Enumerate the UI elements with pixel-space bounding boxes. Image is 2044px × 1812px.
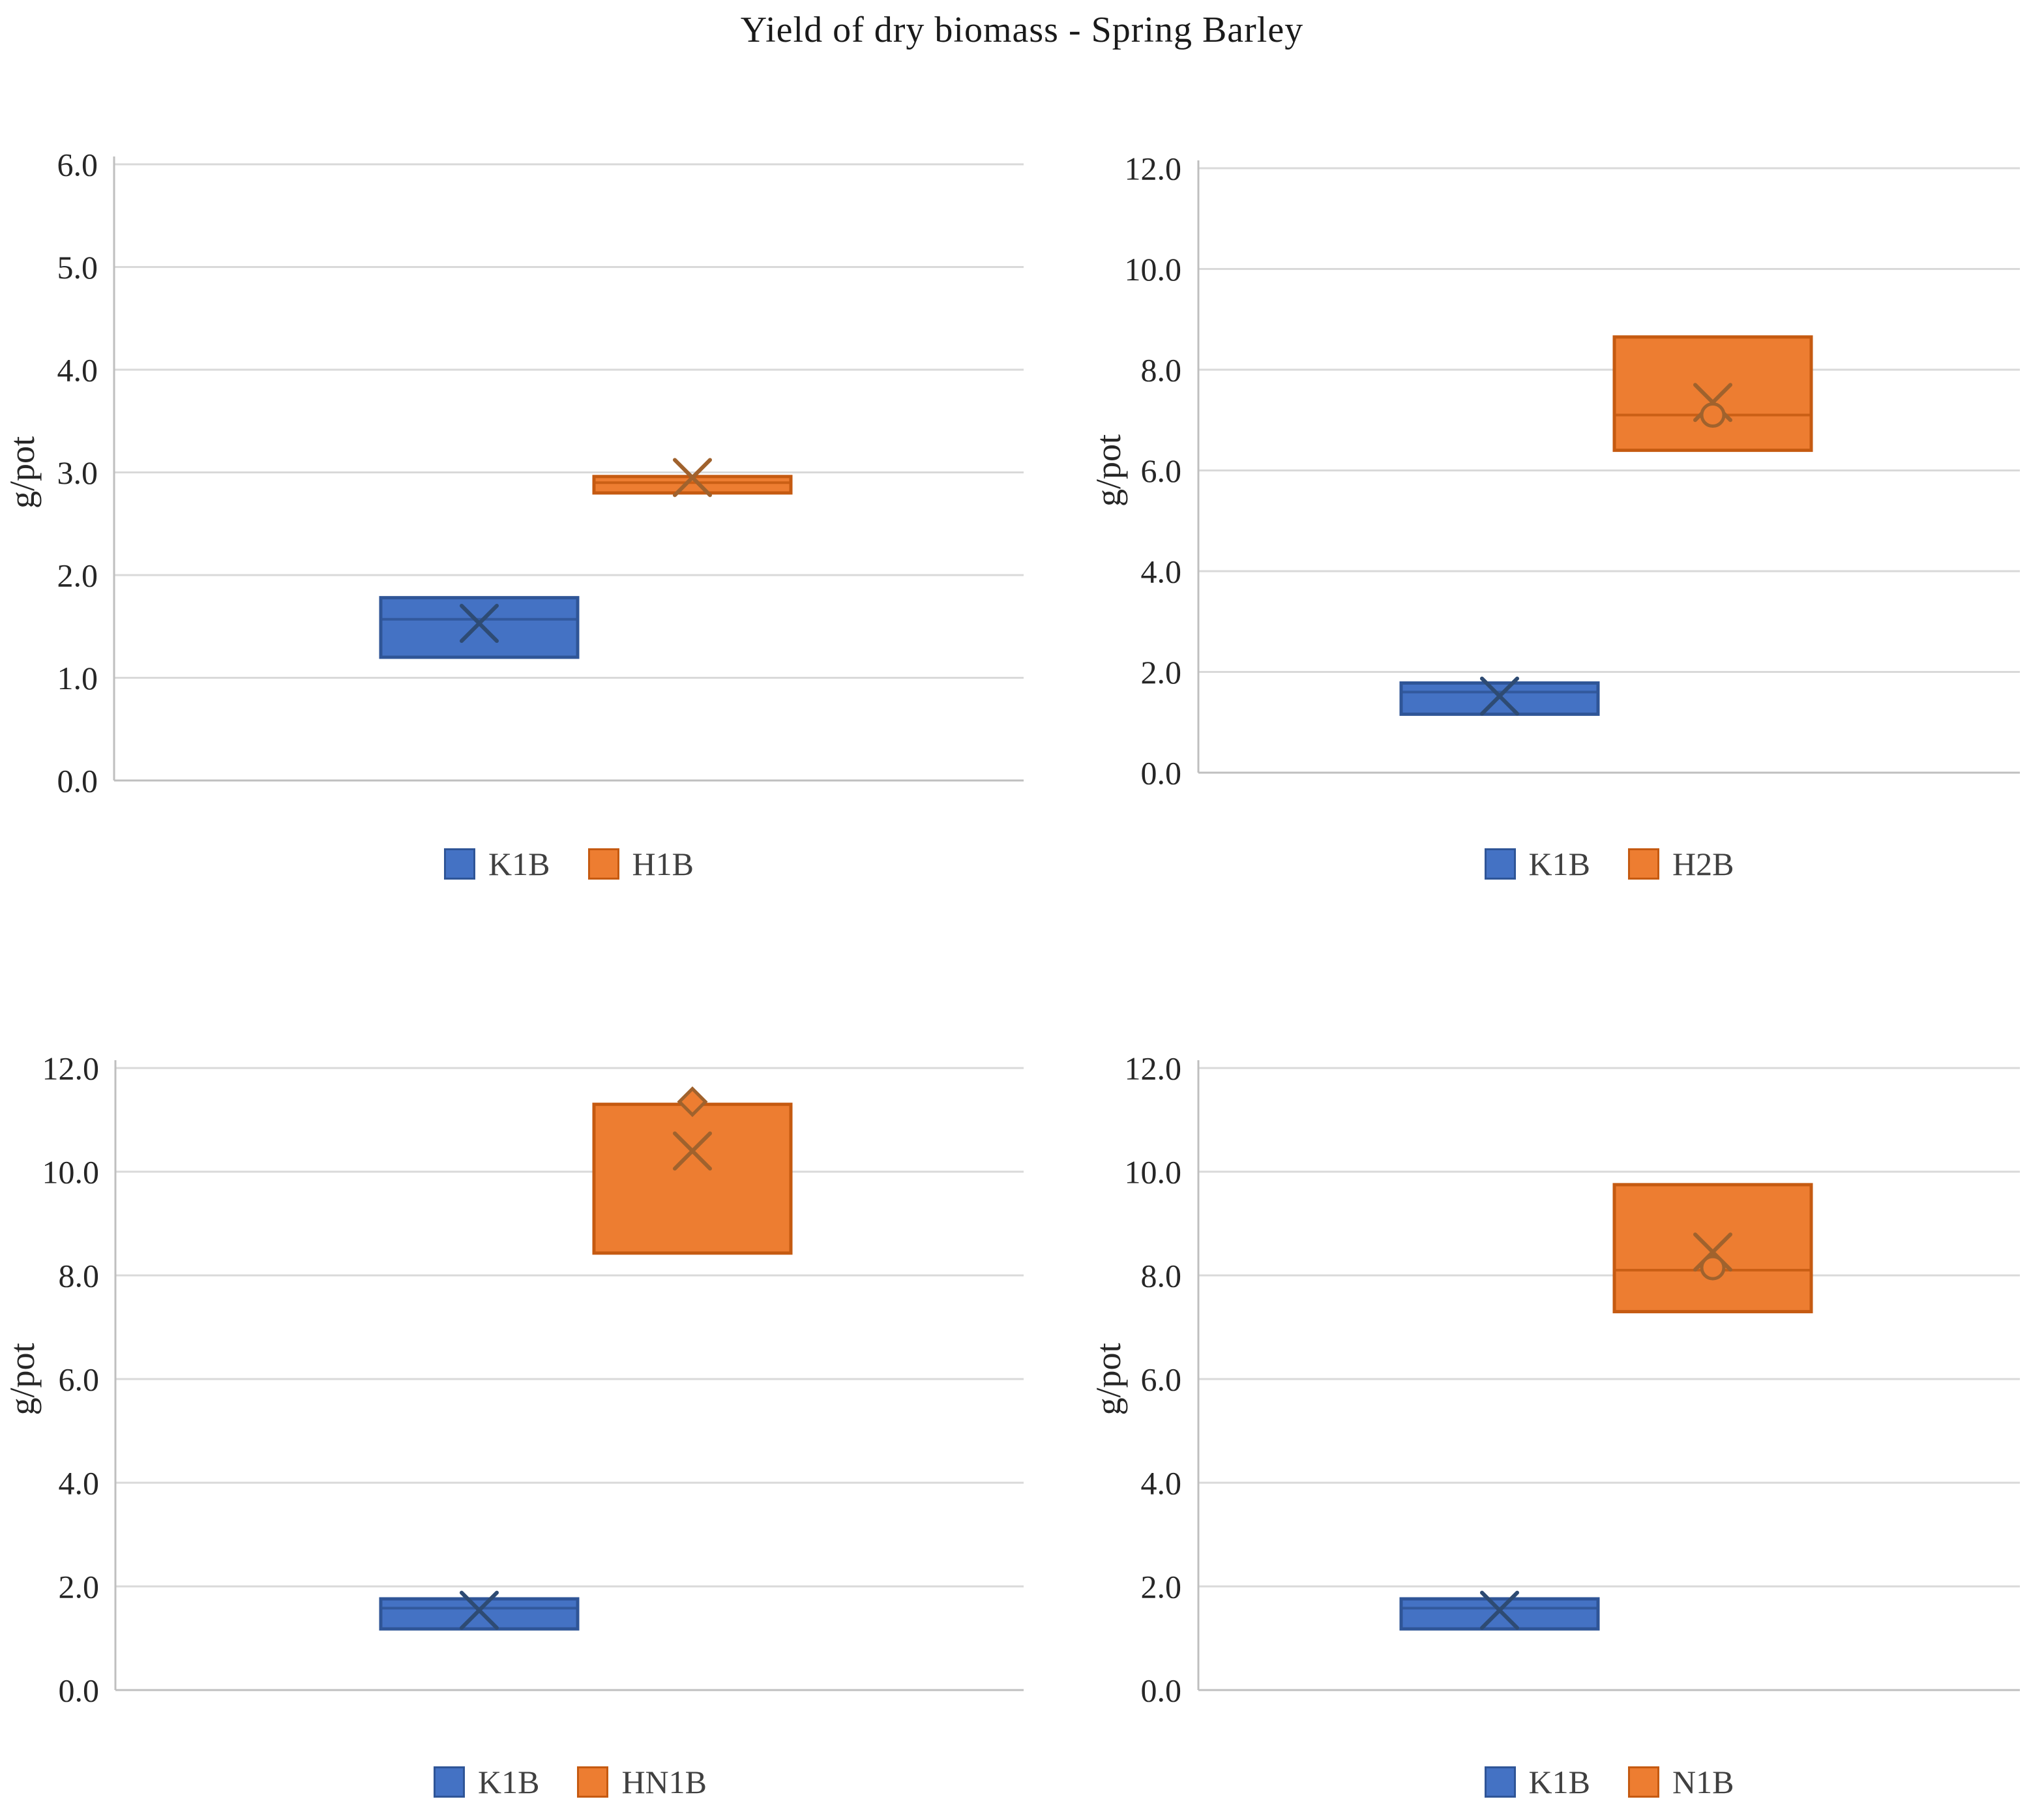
box-k1b: [1399, 1597, 1600, 1631]
outlier-diamond-marker: [677, 1086, 708, 1118]
y-tick-label: 8.0: [59, 1258, 100, 1294]
legend-top-left: K1B H1B: [114, 838, 1024, 890]
mean-x-marker-k1b: [460, 604, 499, 644]
legend-swatch-icon: [444, 848, 476, 880]
y-tick-label: 5.0: [57, 249, 98, 286]
y-tick-label: 8.0: [1141, 352, 1182, 389]
y-tick-label: 0.0: [57, 763, 98, 799]
y-tick-label: 10.0: [42, 1154, 100, 1191]
panel-bottom-right: 0.0 2.0 4.0 6.0 8.0 10.0 12.0 g/pot: [1089, 1050, 2020, 1709]
box-k1b: [379, 1597, 580, 1631]
outlier-circle-marker: [1700, 1255, 1726, 1281]
figure-title: Yield of dry biomass - Spring Barley: [740, 10, 1304, 50]
y-tick-label: 2.0: [1141, 654, 1182, 691]
y-tick-label: 10.0: [1125, 251, 1182, 288]
box-h2b: [1612, 335, 1813, 453]
y-tick-label: 4.0: [1141, 1465, 1182, 1502]
legend-label: K1B: [488, 846, 550, 882]
y-tick-label: 4.0: [1141, 554, 1182, 590]
legend-label: K1B: [477, 1764, 540, 1800]
panel-top-right: 0.0 2.0 4.0 6.0 8.0 10.0 12.0 g/pot: [1089, 151, 2020, 792]
legend-swatch-icon: [1628, 1766, 1659, 1798]
panel-bottom-left: 0.0 2.0 4.0 6.0 8.0 10.0 12.0 g/pot: [3, 1050, 1024, 1709]
y-tick-label: 6.0: [59, 1361, 100, 1398]
y-tick-label: 6.0: [57, 147, 98, 183]
legend-swatch-icon: [1484, 848, 1516, 880]
y-tick-label: 4.0: [57, 352, 98, 389]
legend-item-k1b: K1B: [1484, 846, 1590, 882]
legend-label: HN1B: [621, 1764, 707, 1800]
legend-label: K1B: [1528, 846, 1590, 882]
y-tick-label: 12.0: [1125, 151, 1182, 187]
y-tick-label: 4.0: [59, 1465, 100, 1502]
mean-x-marker-hn1b: [673, 1131, 712, 1171]
legend-item-k1b: K1B: [1484, 1764, 1590, 1800]
y-tick-label: 6.0: [1141, 1361, 1182, 1398]
y-axis-title: g/pot: [1089, 1343, 1128, 1415]
legend-swatch-icon: [587, 848, 619, 880]
legend-item-hn1b: HN1B: [577, 1766, 707, 1798]
legend-item-k1b: K1B: [444, 848, 550, 880]
y-tick-label: 0.0: [1141, 755, 1182, 792]
mean-x-marker-h1b: [673, 458, 712, 498]
legend-swatch-icon: [1484, 1766, 1516, 1798]
y-tick-label: 2.0: [1141, 1569, 1182, 1605]
y-tick-label: 1.0: [57, 660, 98, 696]
box-k1b: [379, 596, 580, 659]
legend-bottom-left: K1B HN1B: [115, 1756, 1025, 1808]
box-hn1b: [592, 1103, 793, 1255]
legend-label: H2B: [1672, 846, 1734, 882]
legend-swatch-icon: [433, 1766, 465, 1798]
y-tick-label: 0.0: [59, 1672, 100, 1709]
legend-label: H1B: [632, 846, 694, 882]
box-n1b: [1612, 1183, 1813, 1314]
panel-top-left: 0.0 1.0 2.0 3.0 4.0 5.0 6.0 g/pot: [3, 147, 1024, 799]
mean-x-marker-k1b: [460, 1590, 499, 1630]
outlier-circle-marker: [1700, 402, 1726, 428]
y-axis-title: g/pot: [1089, 434, 1128, 507]
mean-x-marker-k1b: [1480, 676, 1519, 716]
y-axis-title: g/pot: [3, 436, 42, 509]
legend-item-h2b: H2B: [1628, 848, 1734, 880]
y-tick-label: 2.0: [57, 557, 98, 594]
legend-swatch-icon: [1628, 848, 1659, 880]
y-tick-label: 12.0: [42, 1050, 100, 1087]
legend-label: N1B: [1672, 1764, 1734, 1800]
legend-top-right: K1B H2B: [1198, 838, 2020, 890]
y-tick-label: 10.0: [1125, 1154, 1182, 1191]
y-tick-label: 8.0: [1141, 1258, 1182, 1294]
legend-item-k1b: K1B: [433, 1764, 540, 1800]
legend-item-h1b: H1B: [587, 846, 694, 882]
legend-item-n1b: N1B: [1628, 1766, 1734, 1798]
y-axis-title: g/pot: [3, 1343, 42, 1415]
y-tick-label: 2.0: [59, 1569, 100, 1605]
y-tick-label: 0.0: [1141, 1672, 1182, 1709]
y-tick-label: 3.0: [57, 454, 98, 491]
y-tick-label: 12.0: [1125, 1050, 1182, 1087]
y-tick-label: 6.0: [1141, 453, 1182, 489]
legend-label: K1B: [1528, 1764, 1590, 1800]
legend-bottom-right: K1B N1B: [1198, 1756, 2020, 1808]
legend-swatch-icon: [577, 1766, 609, 1798]
mean-x-marker-k1b: [1480, 1590, 1519, 1630]
